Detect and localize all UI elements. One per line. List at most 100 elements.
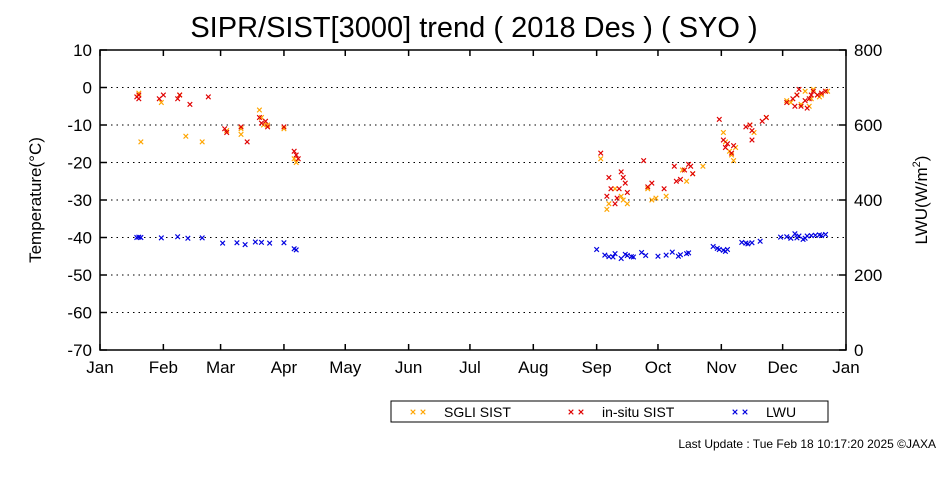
x-tick-label: May [329,358,362,377]
data-point [238,126,244,132]
data-point [824,88,831,94]
plot-frame [99,49,847,351]
data-point [806,96,812,102]
data-point [690,171,696,177]
y2-tick-label: 800 [854,41,882,60]
x-tick-labels: Jan Feb Mar Apr May Jun Jul Aug Sep Oct Nov Dec Jan [86,358,859,377]
chart-title: SIPR/SIST[3000] trend ( 2018 Des ) ( SYO… [190,12,757,44]
data-point [293,152,299,158]
data-point [291,156,297,162]
x-tick-label: Nov [706,358,737,377]
data-point [671,163,678,169]
data-point [710,243,716,250]
y2-tick-label: 600 [854,116,882,135]
data-point [281,240,287,246]
data-point [645,186,651,192]
y-tick-label: 0 [83,79,92,98]
x-tick-label: Aug [518,358,548,377]
y-tick-label: -50 [67,266,92,285]
data-point [732,409,738,415]
data-point [624,189,630,196]
data-point [256,107,263,113]
data-point [221,126,228,132]
data-point [258,239,265,246]
data-point [818,232,825,239]
data-point [784,97,790,104]
data-point [788,99,794,106]
x-tick-label: Mar [206,358,236,377]
data-point [724,141,731,147]
data-point [794,92,800,98]
series-2 [134,231,829,262]
data-point [720,129,727,136]
data-point [784,234,790,240]
data-point [598,156,604,162]
data-point [677,252,684,258]
data-point [722,144,729,151]
data-point [808,92,814,98]
data-point [234,240,240,246]
data-point [266,240,273,246]
data-point [618,169,624,175]
data-point [663,193,669,199]
data-point [720,137,727,143]
data-point [568,409,574,415]
x-tick-label: Apr [271,358,298,377]
data-point [420,409,426,415]
data-point [790,96,796,102]
data-point [792,103,798,109]
data-point [810,86,816,93]
data-point [578,409,584,415]
data-point [730,157,737,164]
y-tick-label: -70 [67,341,92,360]
data-point [759,118,765,124]
series-0 [136,86,831,213]
data-point [410,409,416,415]
series-1 [134,86,829,207]
data-point [687,163,694,169]
data-point [244,139,250,145]
x-tick-label: Feb [149,358,178,377]
data-point [640,157,647,164]
data-point [199,235,205,241]
data-point [174,234,181,240]
data-point [777,234,784,240]
x-tick-label: Sep [582,358,612,377]
legend-item-0: SGLI SIST [410,404,511,420]
last-update-text: Last Update : Tue Feb 18 10:17:20 2025 ©… [678,437,936,451]
data-point [199,139,205,145]
data-point [281,126,287,132]
y2-axis-label-prefix: LWU(W/m [912,167,931,244]
data-point [293,159,299,166]
data-point [183,133,189,139]
data-point [185,235,191,241]
data-point [295,156,301,162]
legend-label: in-situ SIST [602,404,675,420]
x-tick-label: Oct [645,358,672,377]
legend-item-1: in-situ SIST [568,404,675,420]
data-point [643,252,649,259]
data-point [205,94,212,100]
data-point [219,240,226,246]
data-point [730,142,737,149]
x-tick-label: Dec [768,358,799,377]
data-point [598,150,604,156]
data-point [618,255,624,262]
data-point [655,253,661,259]
data-point [158,235,165,241]
data-point [798,103,804,109]
x-tick-label: Jun [395,358,422,377]
data-point [739,239,745,246]
data-point [187,101,193,108]
data-point [604,206,610,213]
data-point [763,114,769,121]
y-tick-label: 10 [73,41,92,60]
grid-lines [100,87,846,313]
data-point [653,195,659,201]
data-point [624,201,630,207]
data-point [138,234,144,241]
data-point [160,92,167,98]
data-point [622,180,628,186]
data-point [242,241,248,248]
y2-axis-label: LWU(W/m2) [911,156,931,245]
